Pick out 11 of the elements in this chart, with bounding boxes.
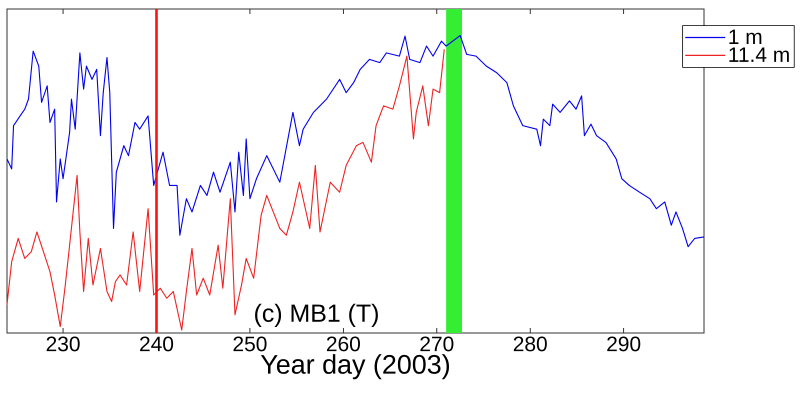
x-tick-label: 280 — [514, 336, 547, 352]
x-tick-label: 240 — [140, 336, 174, 352]
annotation: (c) MB1 (T) — [255, 304, 378, 327]
x-axis-title: Year day (2003) — [260, 354, 449, 380]
legend-label: 1 m — [729, 30, 762, 44]
x-tick-label: 290 — [607, 336, 640, 352]
x-tick-label: 250 — [234, 336, 267, 352]
x-tick-label: 230 — [46, 336, 80, 352]
x-tick-label: 260 — [326, 336, 360, 352]
x-tick-label: 270 — [420, 336, 454, 352]
legend-label: 11.4 m — [729, 47, 789, 62]
